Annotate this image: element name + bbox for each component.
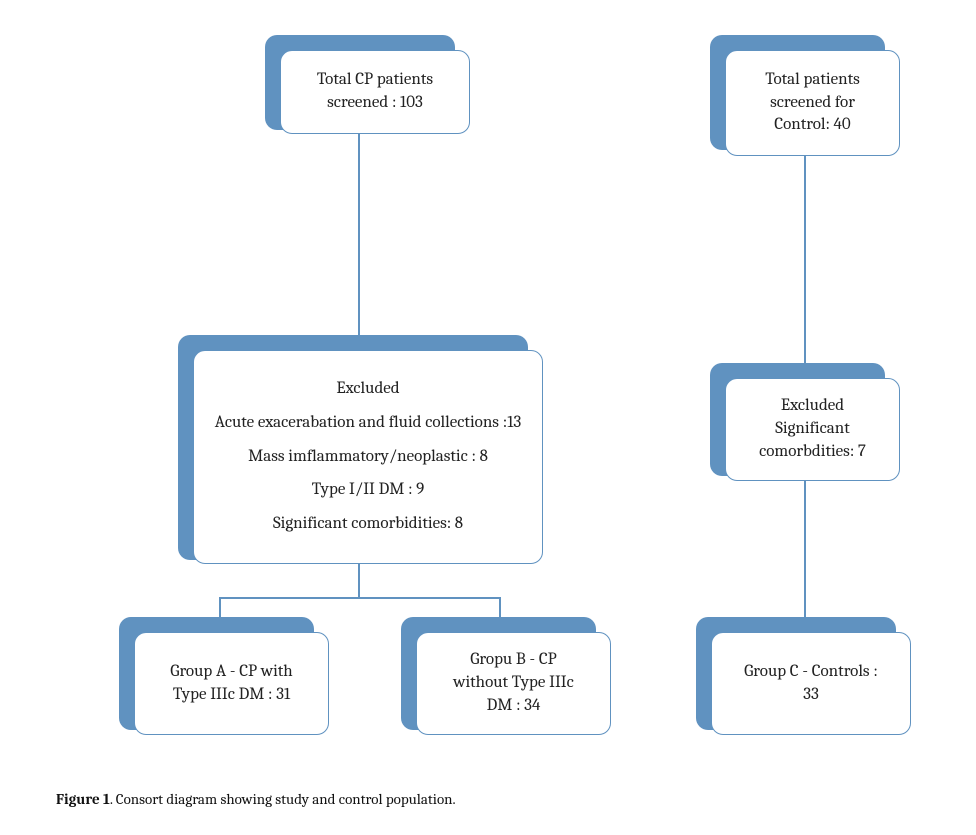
- text: Control: 40: [774, 114, 850, 137]
- caption-rest: . Consort diagram showing study and cont…: [110, 790, 456, 808]
- text: Type I/II DM : 9: [312, 479, 425, 502]
- flowchart-canvas: Total CP patients screened : 103 Total p…: [0, 0, 976, 835]
- text: Mass imflammatory/neoplastic : 8: [248, 446, 488, 469]
- text: Total CP patients: [317, 69, 433, 92]
- text: comorbdities: 7: [759, 441, 866, 464]
- text: Significant comorbidities: 8: [273, 513, 463, 536]
- caption-bold: Figure 1: [56, 790, 110, 808]
- text: DM : 34: [487, 695, 541, 718]
- text: Excluded: [336, 378, 399, 401]
- edge: [358, 563, 360, 597]
- text: Significant: [775, 418, 850, 441]
- text: without Type IIIc: [453, 672, 574, 695]
- text: screened for: [770, 92, 855, 115]
- edge: [804, 480, 806, 632]
- text: Total patients: [765, 69, 860, 92]
- text: Group A - CP with: [170, 661, 292, 684]
- text: 33: [803, 684, 819, 707]
- text: Gropu B - CP: [470, 649, 556, 672]
- text: Excluded: [781, 395, 844, 418]
- edge: [219, 597, 501, 599]
- text: Acute exacerabation and fluid collection…: [215, 412, 521, 435]
- edge: [804, 155, 806, 379]
- figure-caption: Figure 1. Consort diagram showing study …: [56, 790, 456, 808]
- edge: [358, 133, 360, 350]
- text: Type IIIc DM : 31: [173, 684, 290, 707]
- text: screened : 103: [327, 92, 423, 115]
- text: Group C - Controls :: [744, 661, 878, 684]
